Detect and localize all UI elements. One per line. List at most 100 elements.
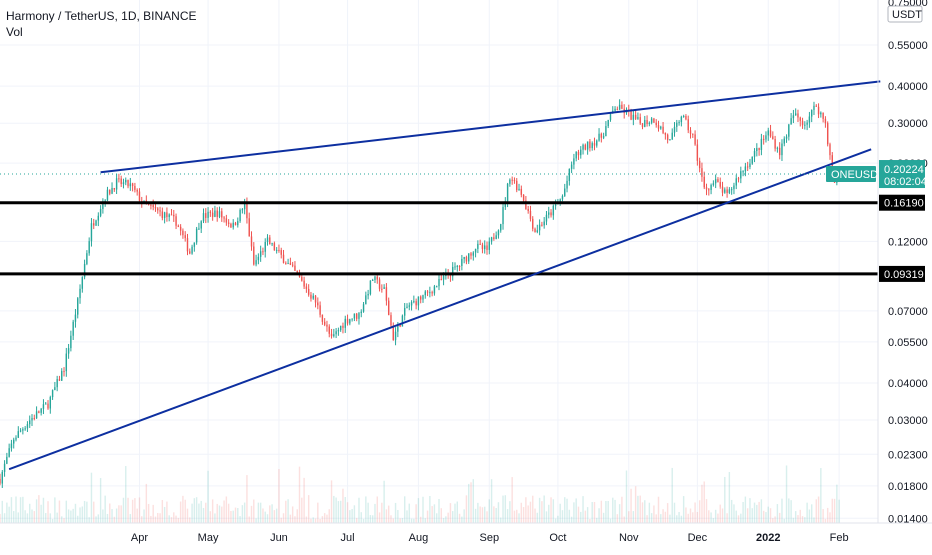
volume-bar — [582, 496, 584, 523]
candle-body — [753, 151, 756, 157]
candle-body — [621, 104, 623, 109]
level-price-label: 0.09319 — [884, 269, 924, 281]
candle-body — [61, 371, 63, 381]
candle-body — [230, 223, 232, 228]
candle-body — [582, 144, 584, 150]
volume-bar — [634, 486, 637, 523]
volume-bar — [509, 501, 511, 523]
volume-bar — [273, 510, 276, 523]
volume-bar — [335, 497, 337, 523]
volume-bar — [614, 499, 616, 523]
volume-bar — [804, 517, 806, 523]
volume-layer — [0, 465, 840, 523]
candle-body — [259, 251, 262, 257]
volume-bar — [154, 516, 157, 523]
candle-body — [360, 311, 362, 314]
candle-body — [591, 143, 593, 149]
candle-body — [74, 314, 77, 322]
candle-body — [326, 324, 328, 327]
candle-body — [301, 276, 303, 281]
volume-bar — [362, 518, 365, 523]
volume-bar — [374, 503, 376, 523]
volume-bar — [202, 507, 205, 523]
volume-bar — [179, 501, 182, 523]
candle-body — [634, 114, 637, 119]
volume-bar — [376, 496, 378, 523]
candle-body — [454, 266, 456, 268]
volume-bar — [687, 513, 689, 523]
time-axis[interactable]: Apr May Jun Jul Aug Sep Oct Nov Dec 2022 Feb — [0, 522, 932, 544]
candle-body — [83, 263, 86, 278]
candle-body — [207, 211, 209, 218]
volume-bar — [612, 497, 614, 523]
volume-bar — [303, 477, 305, 523]
volume-bar — [550, 497, 552, 523]
candle-body — [607, 119, 609, 127]
volume-bar — [468, 483, 470, 523]
candle-body — [422, 295, 424, 300]
candle-body — [751, 156, 753, 164]
volume-bar — [486, 511, 488, 523]
candle-body — [484, 245, 486, 250]
candle-body — [479, 243, 481, 245]
volume-bar — [422, 496, 424, 523]
volume-bar — [484, 506, 486, 523]
candle-body — [442, 275, 445, 280]
currency-badge[interactable] — [887, 5, 923, 23]
volume-bar — [616, 514, 619, 523]
volume-bar — [225, 496, 228, 523]
candle-body — [575, 151, 577, 159]
candle-body — [817, 106, 820, 115]
candle-body — [810, 109, 813, 117]
volume-bar — [545, 511, 548, 523]
candle-body — [463, 256, 465, 259]
price-axis[interactable]: 0.75000 USDT 0.550000.400000.300000.2200… — [877, 0, 928, 525]
candle-body — [687, 119, 689, 131]
volume-bar — [285, 500, 287, 523]
volume-bar — [589, 518, 591, 523]
candle-body — [436, 286, 438, 288]
candle-body — [701, 168, 703, 177]
candle-body — [826, 123, 829, 145]
candle-body — [367, 294, 369, 296]
volume-bar — [488, 499, 491, 523]
candle-body — [346, 318, 349, 324]
volume-bar — [152, 504, 154, 523]
candle-body — [54, 387, 56, 391]
candle-body — [529, 210, 532, 219]
volume-bar — [776, 504, 779, 523]
candle-layer — [0, 99, 840, 488]
candle-body — [461, 258, 463, 266]
volume-bar — [280, 517, 282, 523]
volume-bar — [47, 501, 49, 523]
candle-body — [660, 126, 662, 129]
volume-bar — [596, 517, 598, 523]
candle-body — [458, 265, 461, 267]
volume-bar — [97, 514, 100, 523]
volume-bar — [198, 503, 200, 523]
candle-body — [0, 478, 1, 484]
volume-bar — [0, 513, 1, 523]
candle-body — [328, 326, 330, 334]
candle-body — [253, 246, 255, 265]
candle-body — [385, 287, 388, 301]
candle-body — [40, 408, 42, 413]
candle-body — [95, 220, 97, 226]
candle-body — [758, 148, 760, 150]
volume-bar — [38, 495, 40, 523]
candle-body — [42, 404, 45, 409]
volume-bar — [566, 498, 568, 523]
candle-body — [440, 279, 442, 281]
volume-bar — [442, 518, 445, 523]
volume-bar — [678, 512, 680, 523]
volume-bar — [470, 482, 472, 523]
volume-bar — [410, 518, 413, 523]
volume-bar — [790, 500, 792, 523]
volume-bar — [426, 510, 429, 523]
volume-bar — [122, 497, 125, 523]
volume-bar — [751, 508, 753, 523]
candle-body — [19, 430, 22, 432]
price-tag — [879, 160, 925, 189]
